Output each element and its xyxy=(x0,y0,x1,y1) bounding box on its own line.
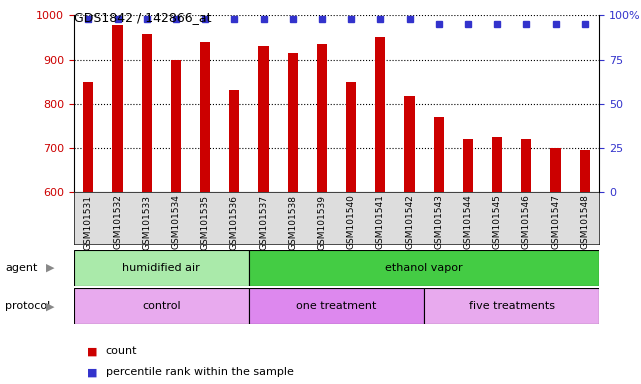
Text: protocol: protocol xyxy=(5,301,51,311)
Bar xyxy=(492,137,503,192)
Bar xyxy=(258,46,269,192)
Text: GSM101537: GSM101537 xyxy=(259,195,268,250)
Text: GDS1842 / 142866_at: GDS1842 / 142866_at xyxy=(74,12,212,25)
Text: ▶: ▶ xyxy=(46,301,54,311)
Text: GSM101548: GSM101548 xyxy=(580,195,589,250)
Bar xyxy=(249,250,599,286)
Bar xyxy=(463,139,473,192)
Bar xyxy=(521,139,531,192)
Bar xyxy=(551,148,561,192)
Text: GSM101541: GSM101541 xyxy=(376,195,385,250)
Bar xyxy=(229,91,240,192)
Bar xyxy=(142,34,152,192)
Bar xyxy=(112,25,122,192)
Text: ■: ■ xyxy=(87,367,97,377)
Text: GSM101542: GSM101542 xyxy=(405,195,414,249)
Bar xyxy=(346,83,356,192)
Text: one treatment: one treatment xyxy=(296,301,377,311)
Bar xyxy=(317,44,327,192)
Bar xyxy=(83,83,94,192)
Bar xyxy=(288,53,298,192)
Text: control: control xyxy=(142,301,181,311)
Text: GSM101533: GSM101533 xyxy=(142,195,151,250)
Bar xyxy=(404,96,415,192)
Text: GSM101545: GSM101545 xyxy=(493,195,502,250)
Bar xyxy=(579,150,590,192)
Text: count: count xyxy=(106,346,137,356)
Text: GSM101540: GSM101540 xyxy=(347,195,356,250)
Bar xyxy=(74,250,249,286)
Text: GSM101547: GSM101547 xyxy=(551,195,560,250)
Text: ▶: ▶ xyxy=(46,263,54,273)
Text: GSM101539: GSM101539 xyxy=(317,195,326,250)
Text: ■: ■ xyxy=(87,346,97,356)
Bar xyxy=(424,288,599,324)
Text: humidified air: humidified air xyxy=(122,263,200,273)
Text: GSM101535: GSM101535 xyxy=(201,195,210,250)
Text: agent: agent xyxy=(5,263,38,273)
Text: percentile rank within the sample: percentile rank within the sample xyxy=(106,367,294,377)
Text: GSM101538: GSM101538 xyxy=(288,195,297,250)
Bar xyxy=(200,42,210,192)
Bar xyxy=(249,288,424,324)
Text: GSM101534: GSM101534 xyxy=(171,195,180,250)
Text: GSM101531: GSM101531 xyxy=(84,195,93,250)
Bar xyxy=(74,288,249,324)
Text: GSM101543: GSM101543 xyxy=(434,195,443,250)
Text: ethanol vapor: ethanol vapor xyxy=(385,263,463,273)
Bar xyxy=(433,117,444,192)
Text: GSM101546: GSM101546 xyxy=(522,195,531,250)
Text: GSM101536: GSM101536 xyxy=(230,195,239,250)
Text: GSM101532: GSM101532 xyxy=(113,195,122,250)
Bar xyxy=(171,60,181,192)
Text: GSM101544: GSM101544 xyxy=(463,195,472,249)
Bar xyxy=(375,36,385,192)
Text: five treatments: five treatments xyxy=(469,301,554,311)
